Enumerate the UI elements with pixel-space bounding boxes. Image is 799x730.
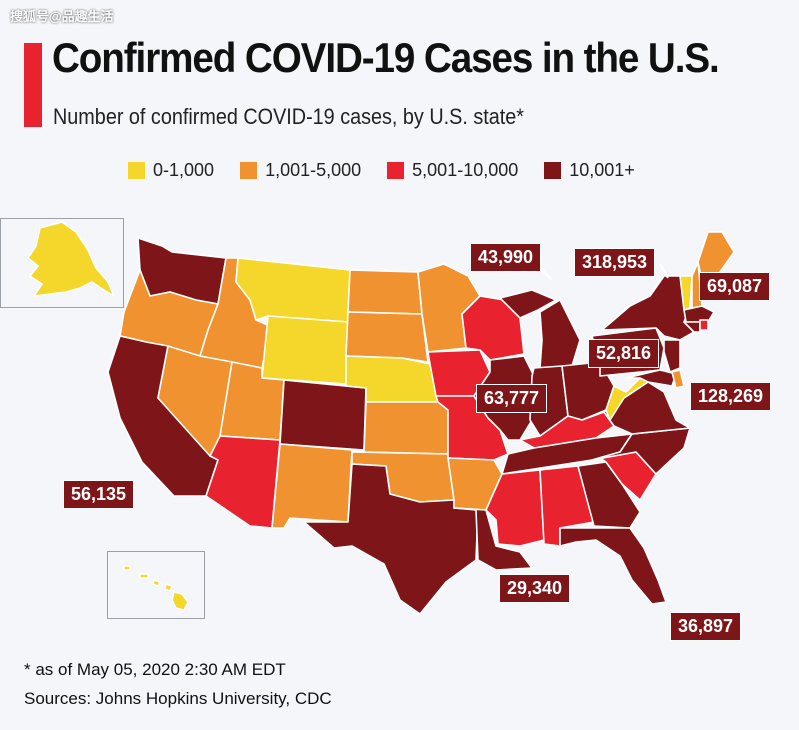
callout-il: 63,777 <box>476 384 548 413</box>
state-ct <box>683 321 701 333</box>
legend-swatch-mid <box>240 161 258 179</box>
state-wy <box>261 315 349 385</box>
legend-swatch-top <box>544 161 562 179</box>
state-wa <box>137 237 227 305</box>
legend-label-top: 10,001+ <box>569 159 635 180</box>
footnote-date: * as of May 05, 2020 2:30 AM EDT <box>24 660 286 679</box>
footnote-sources: Sources: Johns Hopkins University, CDC <box>24 689 332 708</box>
state-ks <box>363 401 449 455</box>
state-co <box>279 379 367 451</box>
state-mt <box>235 257 351 323</box>
state-fl <box>559 527 667 605</box>
callout-wi: 43,990 <box>470 243 542 272</box>
legend-swatch-low <box>128 161 145 179</box>
state-ma <box>683 305 715 323</box>
state-nc <box>591 427 691 475</box>
legend-item-mid: 1,001-5,000 <box>240 160 361 181</box>
page-subtitle: Number of confirmed COVID-19 cases, by U… <box>53 104 524 129</box>
state-ri <box>699 319 709 331</box>
legend-item-top: 10,001+ <box>544 160 635 181</box>
legend-swatch-high <box>387 161 405 179</box>
legend-label-mid: 1,001-5,000 <box>265 159 362 180</box>
state-sd <box>345 311 429 363</box>
state-wi <box>461 295 525 361</box>
state-az <box>205 435 281 529</box>
state-nd <box>347 269 423 315</box>
state-nj <box>663 339 681 373</box>
legend-label-low: 0-1,000 <box>153 159 215 180</box>
watermark: 搜狐号@品趣生活 <box>10 9 114 24</box>
state-la <box>453 507 533 571</box>
callout-la: 29,340 <box>499 574 571 603</box>
legend: 0-1,000 1,001-5,000 5,001-10,000 10,001+ <box>128 158 635 182</box>
legend-item-low: 0-1,000 <box>128 160 214 181</box>
legend-item-high: 5,001-10,000 <box>387 160 518 181</box>
state-de <box>671 369 685 389</box>
callout-nj: 128,269 <box>690 382 772 411</box>
title-accent-bar <box>24 43 42 127</box>
leader-line-ny <box>659 263 669 279</box>
state-ak <box>27 221 115 297</box>
state-tx <box>303 463 479 615</box>
state-md <box>625 369 677 387</box>
callout-pa: 52,816 <box>588 339 660 368</box>
callout-ca: 56,135 <box>63 480 135 509</box>
callout-fl: 36,897 <box>670 612 742 641</box>
state-nm <box>271 443 353 529</box>
state-hi <box>123 565 189 611</box>
callout-ny: 318,953 <box>574 248 656 277</box>
legend-label-high: 5,001-10,000 <box>412 159 519 180</box>
callout-ma: 69,087 <box>699 272 771 301</box>
leader-line-fl <box>663 595 673 603</box>
page-title: Confirmed COVID-19 Cases in the U.S. <box>52 34 720 81</box>
